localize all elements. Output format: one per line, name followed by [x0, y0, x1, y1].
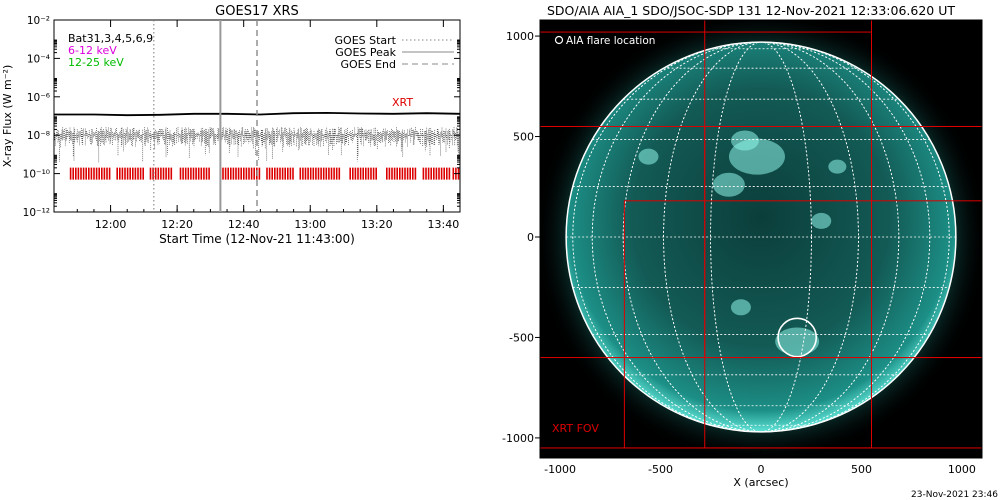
aia-x-tick-label: 0	[758, 463, 765, 476]
xrt-observation-marks	[349, 167, 377, 180]
lightcurve-y-tick-label: 10⁻⁸	[27, 130, 50, 142]
active-region	[775, 327, 820, 356]
lightcurve-title: GOES17 XRS	[215, 4, 299, 19]
xrt-observation-marks	[179, 167, 210, 180]
lightcurve-x-tick-label: 13:40	[428, 218, 460, 231]
xrt-observation-marks	[219, 167, 261, 180]
band-label-12-25kev: 12-25 keV	[68, 56, 124, 69]
xrt-observation-marks	[386, 167, 417, 180]
lightcurve-y-tick-label: 10⁻¹⁰	[23, 169, 50, 181]
aia-axes: -1000 -500 0 500 1000 -1000 -500 0 500 1000	[502, 30, 976, 476]
xrt-observation-marks	[299, 167, 341, 180]
lightcurve-xlabel: Start Time (12-Nov-21 11:43:00)	[159, 232, 355, 246]
lightcurve-solid-series	[54, 111, 460, 117]
lightcurve-ylabel: X-ray Flux (W m⁻²)	[1, 65, 14, 167]
legend-label: GOES Start	[335, 34, 397, 47]
band-label-6-12kev: 6-12 keV	[68, 44, 117, 57]
aia-x-tick-label: -500	[648, 463, 673, 476]
active-region	[712, 172, 745, 197]
lightcurve-y-tick-label: 10⁻⁶	[27, 92, 50, 104]
lightcurve-noisy-series	[54, 127, 460, 163]
active-region	[730, 130, 759, 151]
lightcurve-axes: 10⁻¹² 10⁻¹⁰ 10⁻⁸ 10⁻⁶ 10⁻⁴ 10⁻² 12:00 12:20 12:4…	[23, 15, 461, 231]
active-region	[828, 159, 847, 174]
legend-label: GOES Peak	[335, 46, 396, 59]
lightcurve-y-tick-label: 10⁻²	[27, 15, 50, 27]
lightcurve-marks	[54, 20, 460, 212]
lightcurve-x-tick-label: 12:00	[95, 218, 127, 231]
goes-lightcurve-panel: GOES17 XRS 10⁻¹² 10⁻¹⁰ 10⁻⁸ 10⁻⁶ 10⁻⁴ 10⁻² 12:…	[1, 4, 461, 246]
xrt-fov-box	[704, 20, 873, 449]
aia-xlabel: X (arcsec)	[733, 476, 788, 489]
xrt-observation-marks	[69, 167, 111, 180]
xrt-observation-marks	[149, 167, 173, 180]
aia-x-tick-label: 500	[851, 463, 872, 476]
aia-y-tick-label: 500	[513, 131, 534, 144]
legend-label: GOES End	[340, 58, 396, 71]
xrt-fov-box	[540, 125, 982, 359]
xrt-observation-marks	[422, 167, 451, 180]
lightcurve-x-tick-label: 13:00	[294, 218, 326, 231]
aia-y-tick-label: -500	[509, 331, 534, 344]
xrt-observation-marks	[266, 167, 294, 180]
active-region	[730, 299, 751, 316]
flare-location-circle	[777, 317, 818, 358]
xrt-observation-marks	[116, 167, 144, 180]
solar-disk	[566, 42, 956, 432]
xrt-label: XRT	[392, 96, 413, 109]
xrt-fov-label: XRT FOV	[552, 422, 599, 435]
render-timestamp: 23-Nov-2021 23:46	[911, 490, 998, 500]
aia-legend-flare-location: AIA flare location	[566, 35, 655, 47]
active-region	[811, 212, 832, 229]
aia-y-tick-label: 0	[527, 231, 534, 244]
aia-y-tick-label: -1000	[502, 432, 534, 445]
aia-title: SDO/AIA AIA_1 SDO/JSOC-SDP 131 12-Nov-20…	[547, 3, 955, 18]
active-region	[638, 148, 659, 165]
lightcurve-x-tick-label: 13:20	[361, 218, 393, 231]
aia-x-tick-label: 1000	[948, 463, 976, 476]
aia-image-marks	[540, 20, 982, 458]
lightcurve-y-tick-label: 10⁻⁴	[27, 53, 50, 65]
lightcurve-x-tick-label: 12:20	[161, 218, 193, 231]
aia-x-tick-label: -1000	[544, 463, 576, 476]
aia-legend-circle-icon	[554, 35, 564, 45]
lightcurve-y-tick-label: 10⁻¹²	[23, 207, 50, 219]
solar-limb	[565, 41, 957, 433]
band-label-bat: Bat31,3,4,5,6,9	[68, 32, 153, 45]
aia-image-panel: SDO/AIA AIA_1 SDO/JSOC-SDP 131 12-Nov-20…	[502, 3, 983, 489]
lightcurve-x-tick-label: 12:40	[228, 218, 260, 231]
aia-y-tick-label: 1000	[506, 30, 534, 43]
